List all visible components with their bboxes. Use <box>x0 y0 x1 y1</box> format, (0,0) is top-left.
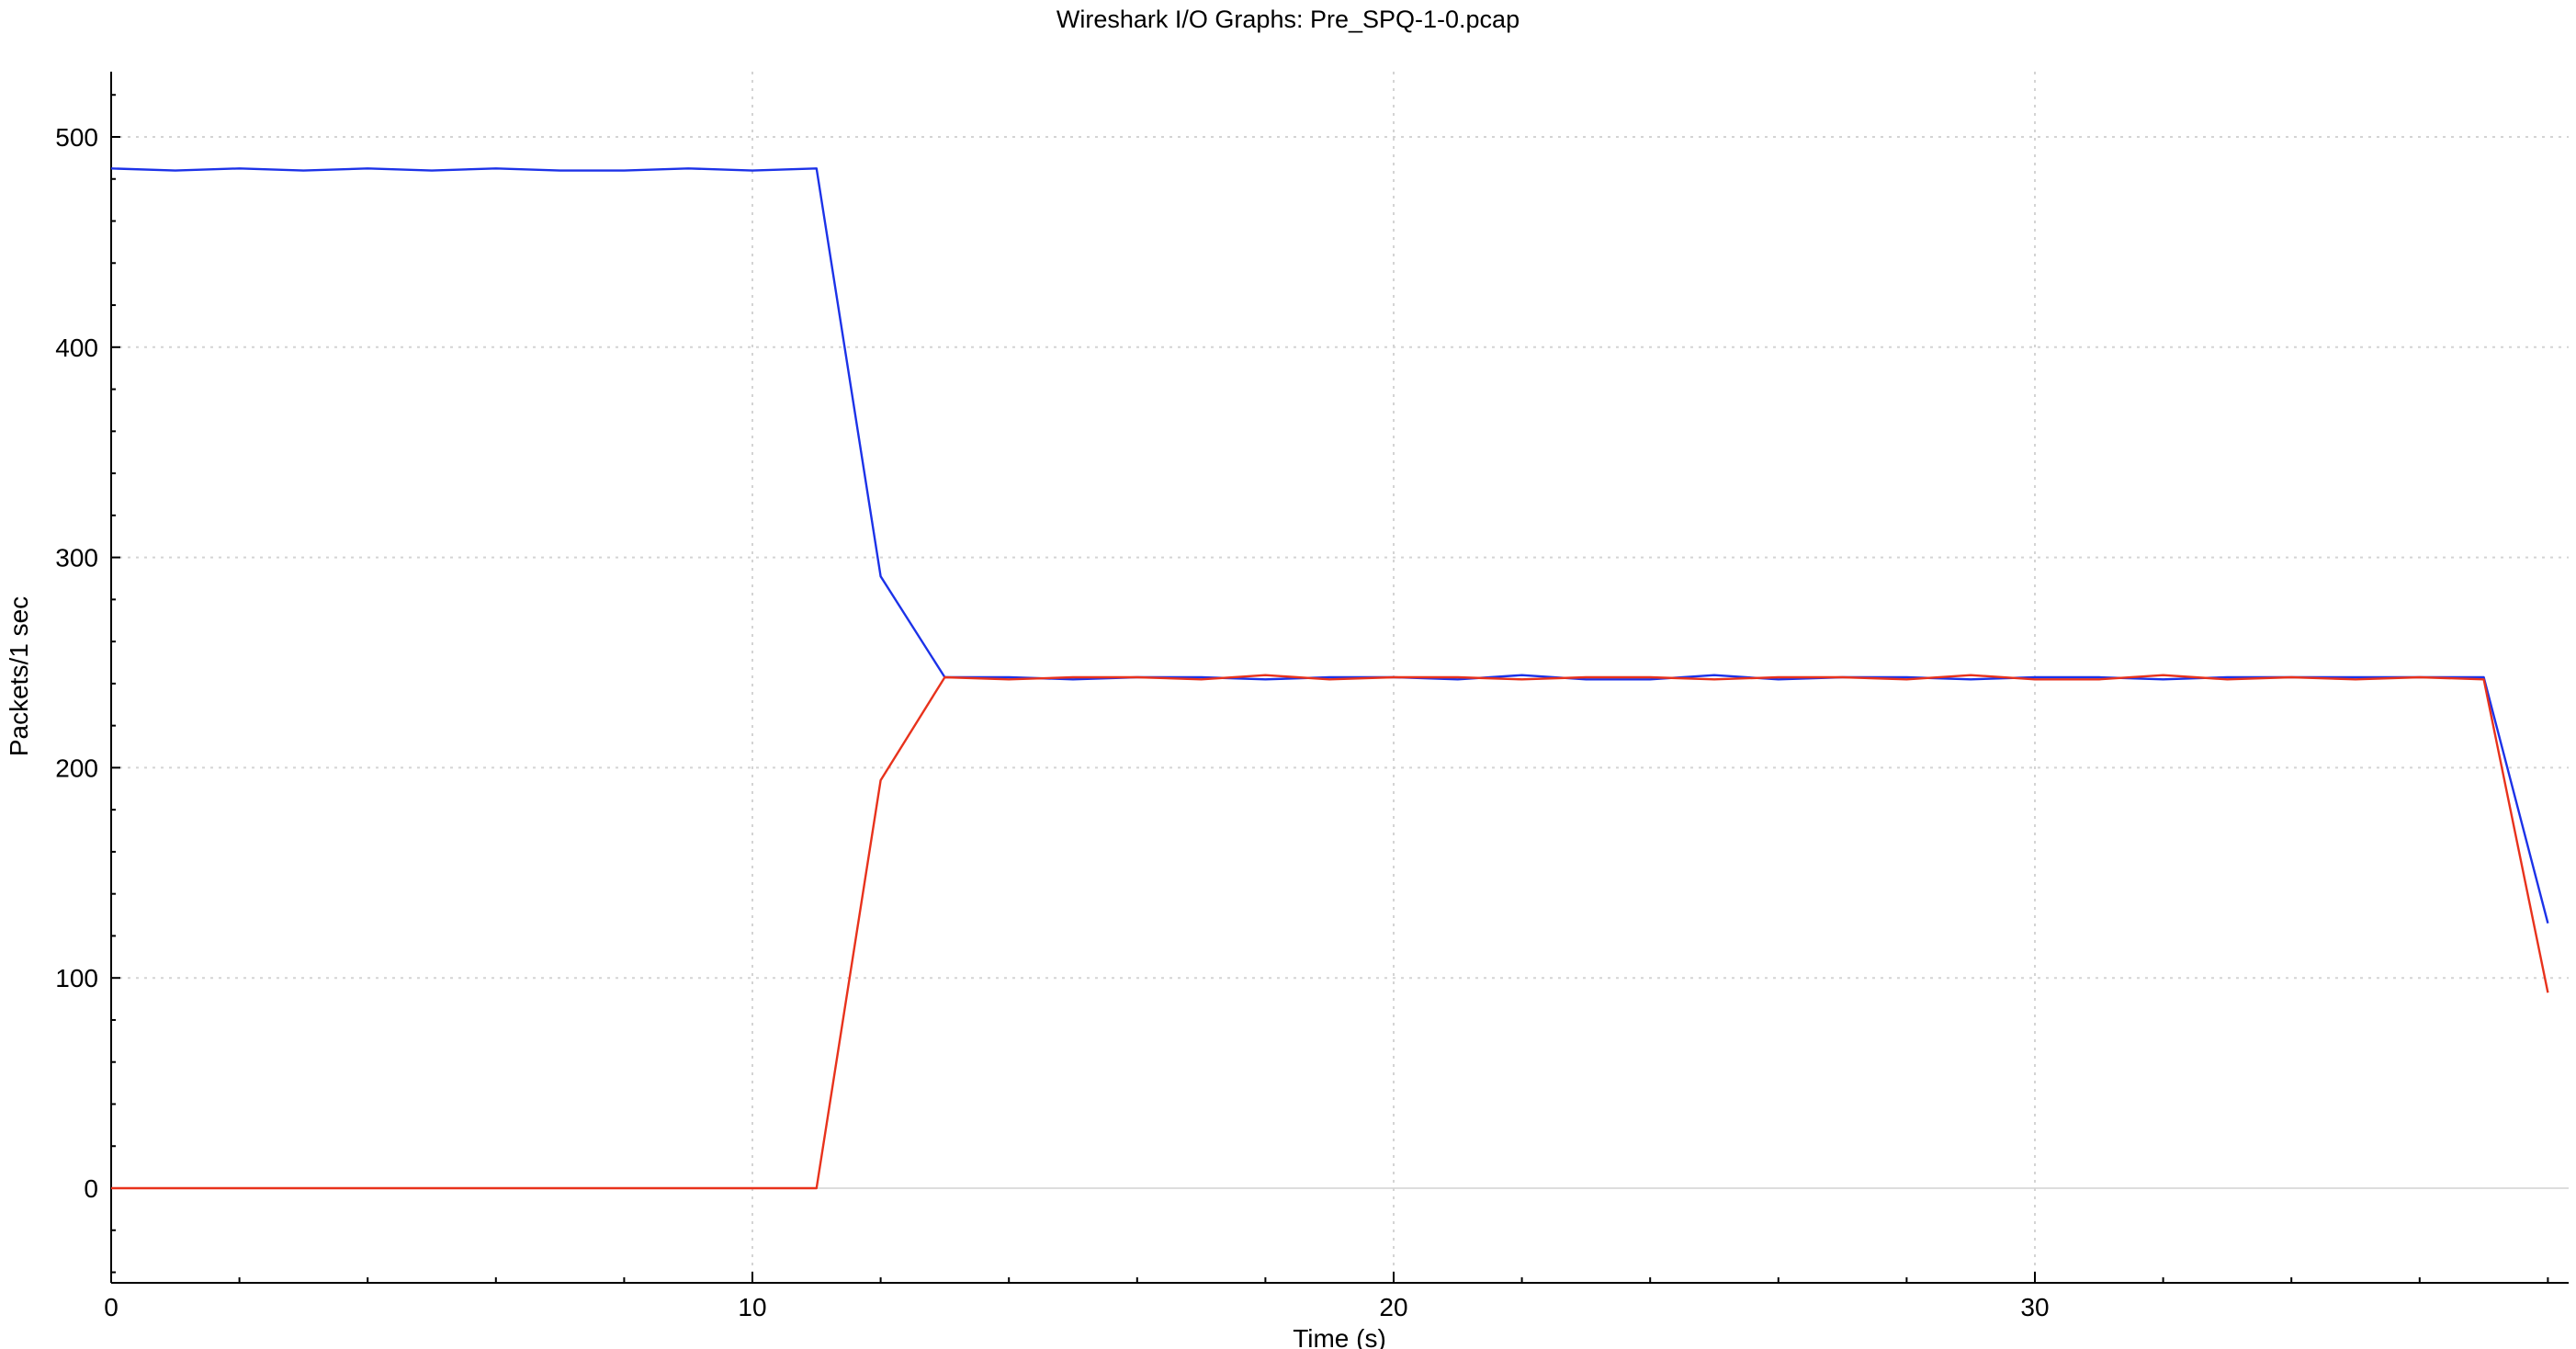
series-line-2 <box>111 674 2549 1190</box>
axis-layer: 0 100 200 300 400 500 0 10 20 30 <box>55 72 2569 1321</box>
x-tick-label: 30 <box>2020 1293 2049 1321</box>
x-axis-title: Time (s) <box>1293 1324 1386 1349</box>
y-tick-label: 200 <box>55 754 98 782</box>
series-layer <box>110 167 2549 1190</box>
y-tick-label: 500 <box>55 123 98 152</box>
y-tick-label: 100 <box>55 964 98 992</box>
x-tick-label: 0 <box>104 1293 119 1321</box>
y-tick-label: 0 <box>84 1174 98 1203</box>
y-axis-title: Packets/1 sec <box>5 596 33 756</box>
chart-title: Wireshark I/O Graphs: Pre_SPQ-1-0.pcap <box>1056 6 1520 33</box>
y-tick-label: 300 <box>55 544 98 572</box>
x-tick-label: 10 <box>738 1293 766 1321</box>
y-tick-label: 400 <box>55 334 98 362</box>
x-tick-label: 20 <box>1379 1293 1407 1321</box>
series-line-1 <box>110 167 2549 924</box>
